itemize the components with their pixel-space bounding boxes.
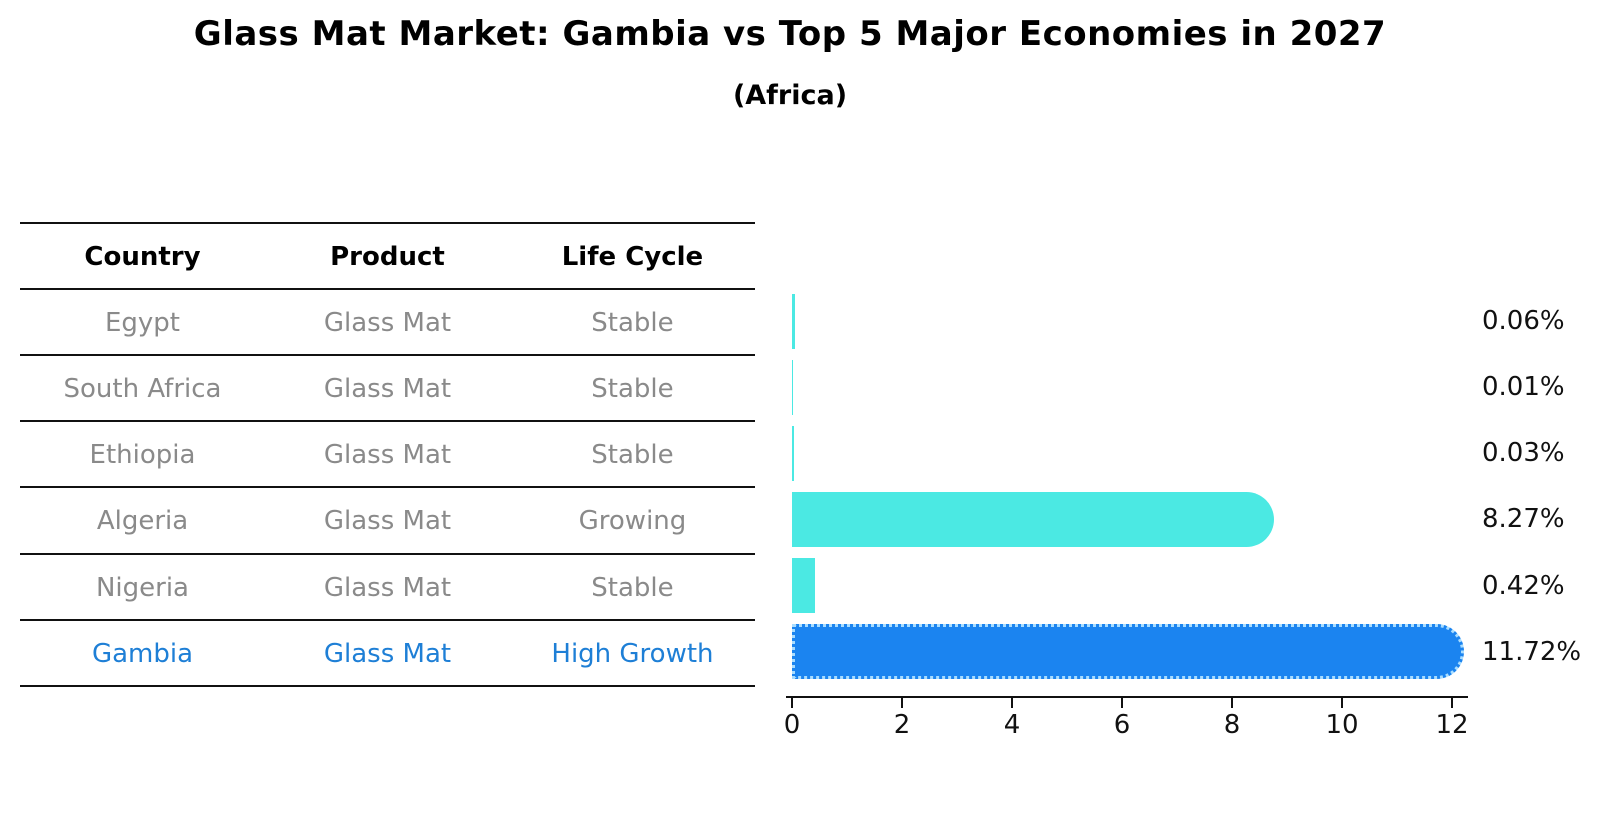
x-axis-line [786,696,1468,698]
x-axis-tick [1231,698,1233,708]
table-row-south-africa-cell-0: South Africa [63,374,222,405]
table-row-nigeria-cell-0: Nigeria [95,572,189,603]
x-axis-tick-label: 12 [1435,710,1469,740]
comparison-table: Country Product Life Cycle Egypt Glass Mat St… [20,222,755,687]
bar-south-africa [792,359,793,415]
table-row-algeria-cell-2: Growing [578,506,687,537]
bar-gambia [792,624,1465,680]
table-rule [20,288,755,291]
x-axis-tick [1011,698,1013,708]
table-row-south-africa-cell-2: Stable [591,374,674,405]
table-row-algeria-cell-1: Glass Mat [323,506,452,537]
value-label-algeria: 8.27% [1482,504,1565,535]
x-axis-tick-label: 10 [1325,710,1359,740]
bar-ethiopia [792,425,794,481]
value-label-ethiopia: 0.03% [1482,438,1565,469]
table-row-nigeria-cell-2: Stable [591,572,674,603]
table-header-row-cell-0: Country [84,242,201,272]
x-axis-tick [1121,698,1123,708]
table-row-gambia-cell-2: High Growth [551,638,714,669]
table-row-ethiopia: Ethiopia Glass Mat Stable [20,422,755,488]
table-header-row-cell-1: Product [330,242,445,272]
table-header-row-cell-2: Life Cycle [561,242,704,272]
table-row-ethiopia-cell-2: Stable [591,440,674,471]
x-axis-tick [791,698,793,708]
table-rule [20,486,755,489]
x-axis-tick [1451,698,1453,708]
bar-egypt [792,293,796,349]
x-axis-tick-label: 4 [1003,710,1021,740]
x-axis-tick [1341,698,1343,708]
table-rule [20,618,755,621]
table-row-egypt-cell-0: Egypt [104,308,180,339]
table-row-egypt: Egypt Glass Mat Stable [20,290,755,356]
table-header-row: Country Product Life Cycle [20,224,755,290]
table-row-gambia-cell-0: Gambia [91,638,194,669]
x-axis-tick-label: 8 [1223,710,1241,740]
table-row-nigeria: Nigeria Glass Mat Stable [20,555,755,621]
table-row-south-africa-cell-1: Glass Mat [323,374,452,405]
x-axis-tick [901,698,903,708]
value-label-gambia: 11.72% [1482,636,1582,667]
chart-title: Glass Mat Market: Gambia vs Top 5 Major … [193,14,1387,54]
table-row-ethiopia-cell-0: Ethiopia [89,440,196,471]
table-rule [20,420,755,423]
table-row-ethiopia-cell-1: Glass Mat [323,440,452,471]
value-label-egypt: 0.06% [1482,306,1565,337]
table-row-egypt-cell-1: Glass Mat [323,308,452,339]
table-rule [20,222,755,224]
x-axis-tick-label: 0 [783,710,801,740]
table-row-nigeria-cell-1: Glass Mat [323,572,452,603]
chart-subtitle: (Africa) [732,80,848,111]
x-axis-tick-label: 2 [893,710,911,740]
table-row-algeria: Algeria Glass Mat Growing [20,488,755,554]
value-label-south-africa: 0.01% [1482,372,1565,403]
table-row-algeria-cell-0: Algeria [96,506,189,537]
x-axis-tick-label: 6 [1113,710,1131,740]
bar-algeria [792,491,1275,547]
table-row-gambia-cell-1: Glass Mat [323,638,452,669]
table-row-south-africa: South Africa Glass Mat Stable [20,356,755,422]
table-rule [20,552,755,555]
value-label-nigeria: 0.42% [1482,570,1565,601]
table-row-egypt-cell-2: Stable [591,308,674,339]
table-rule [20,354,755,357]
table-rule [20,684,755,687]
bar-nigeria [792,558,816,614]
table-row-gambia: Gambia Glass Mat High Growth [20,621,755,687]
